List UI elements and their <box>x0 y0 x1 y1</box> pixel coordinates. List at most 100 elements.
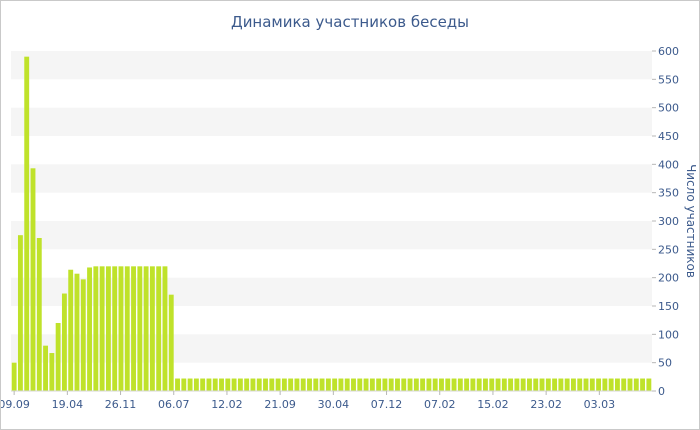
bar[interactable] <box>187 378 193 391</box>
bar[interactable] <box>325 378 331 391</box>
bar[interactable] <box>24 56 30 392</box>
bar[interactable] <box>143 266 149 391</box>
bar[interactable] <box>275 378 281 391</box>
bar[interactable] <box>527 378 532 391</box>
bar[interactable] <box>212 378 218 391</box>
bar[interactable] <box>300 378 306 391</box>
bar[interactable] <box>11 362 17 391</box>
bar[interactable] <box>131 266 136 391</box>
bar[interactable] <box>55 323 61 391</box>
bar[interactable] <box>294 378 300 391</box>
bar[interactable] <box>501 378 507 391</box>
bar[interactable] <box>583 378 589 391</box>
bar[interactable] <box>413 378 419 391</box>
bar[interactable] <box>17 235 23 391</box>
bar[interactable] <box>99 266 105 391</box>
bar[interactable] <box>112 266 118 391</box>
bar[interactable] <box>495 378 501 391</box>
bar[interactable] <box>483 378 488 391</box>
bar[interactable] <box>351 378 356 391</box>
bar[interactable] <box>382 378 388 391</box>
bar[interactable] <box>149 266 155 391</box>
bar[interactable] <box>193 378 199 391</box>
bar[interactable] <box>313 378 319 391</box>
bar[interactable] <box>614 378 620 391</box>
bar[interactable] <box>344 378 350 391</box>
bar[interactable] <box>332 378 338 391</box>
bar[interactable] <box>250 378 256 391</box>
bar[interactable] <box>219 378 224 391</box>
bar[interactable] <box>288 378 294 391</box>
bar[interactable] <box>520 378 526 391</box>
bar[interactable] <box>627 378 633 391</box>
bar[interactable] <box>545 378 551 391</box>
bar[interactable] <box>307 378 312 391</box>
bar[interactable] <box>633 378 639 391</box>
bar[interactable] <box>608 378 614 391</box>
bar[interactable] <box>533 378 539 391</box>
bar[interactable] <box>646 378 652 391</box>
bar[interactable] <box>181 378 187 391</box>
bar[interactable] <box>571 378 576 391</box>
bar[interactable] <box>269 378 275 391</box>
bar[interactable] <box>395 378 400 391</box>
bar[interactable] <box>225 378 231 391</box>
bar[interactable] <box>420 378 426 391</box>
bar[interactable] <box>539 378 545 391</box>
bar[interactable] <box>596 378 602 391</box>
bar[interactable] <box>470 378 476 391</box>
bar[interactable] <box>43 345 48 391</box>
bar[interactable] <box>439 378 444 391</box>
bar[interactable] <box>319 378 325 391</box>
bar[interactable] <box>457 378 463 391</box>
bar[interactable] <box>49 353 55 391</box>
bar[interactable] <box>577 378 583 391</box>
bar[interactable] <box>369 378 375 391</box>
bar[interactable] <box>401 378 407 391</box>
bar[interactable] <box>508 378 514 391</box>
bar[interactable] <box>621 378 627 391</box>
bar[interactable] <box>451 378 457 391</box>
bar[interactable] <box>68 269 74 391</box>
bar[interactable] <box>137 266 143 391</box>
bar[interactable] <box>558 378 564 391</box>
bar[interactable] <box>231 378 237 391</box>
bar[interactable] <box>74 273 80 391</box>
bar[interactable] <box>388 378 394 391</box>
bar[interactable] <box>407 378 413 391</box>
bar[interactable] <box>156 266 162 391</box>
bar[interactable] <box>464 378 470 391</box>
bar[interactable] <box>168 294 174 391</box>
bar[interactable] <box>602 378 608 391</box>
bar[interactable] <box>376 378 382 391</box>
bar[interactable] <box>200 378 206 391</box>
bar[interactable] <box>514 378 520 391</box>
bar[interactable] <box>105 266 111 391</box>
bar[interactable] <box>80 279 86 391</box>
bar[interactable] <box>432 378 438 391</box>
bar[interactable] <box>162 266 168 391</box>
bar[interactable] <box>363 378 369 391</box>
bar[interactable] <box>489 378 495 391</box>
bar[interactable] <box>87 267 92 391</box>
bar[interactable] <box>357 378 363 391</box>
bar[interactable] <box>263 378 268 391</box>
bar[interactable] <box>237 378 243 391</box>
bar[interactable] <box>244 378 250 391</box>
bar[interactable] <box>36 238 42 391</box>
bar[interactable] <box>338 378 344 391</box>
bar[interactable] <box>118 266 124 391</box>
bar[interactable] <box>640 378 646 391</box>
bar[interactable] <box>426 378 432 391</box>
bar[interactable] <box>256 378 262 391</box>
bar[interactable] <box>30 168 36 391</box>
bar[interactable] <box>476 378 482 391</box>
bar[interactable] <box>206 378 212 391</box>
bar[interactable] <box>589 378 595 391</box>
bar[interactable] <box>175 378 180 391</box>
bar[interactable] <box>93 266 99 391</box>
bar[interactable] <box>281 378 287 391</box>
bar[interactable] <box>552 378 558 391</box>
bar[interactable] <box>61 293 67 391</box>
bar[interactable] <box>445 378 451 391</box>
